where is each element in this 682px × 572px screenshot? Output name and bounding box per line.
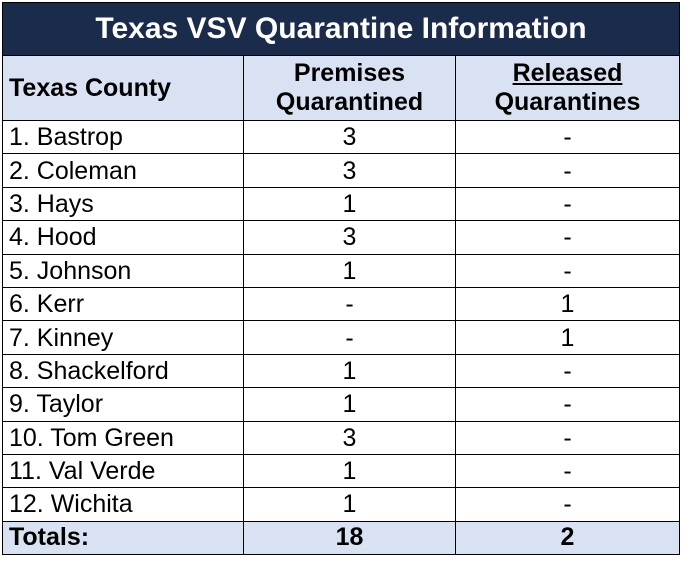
value-cell: 3 [243, 220, 456, 255]
county-cell: 3. Hays [2, 186, 244, 222]
value-cell: 1 [243, 253, 456, 288]
header-cell: Texas County [2, 55, 244, 121]
value-cell: - [455, 387, 680, 422]
county-cell: 5. Johnson [2, 253, 244, 288]
header-text: Released [512, 59, 623, 87]
value-cell: 1 [455, 320, 680, 355]
value-cell: 1 [243, 353, 456, 389]
value-cell: 1 [243, 186, 456, 222]
county-cell: 6. Kerr [2, 286, 244, 322]
total-cell: 18 [243, 520, 456, 555]
value-cell: - [455, 487, 680, 522]
county-cell: 8. Shackelford [2, 353, 244, 389]
county-cell: 11. Val Verde [2, 453, 244, 489]
table-row: 6. Kerr -1 [2, 286, 680, 322]
table-row: 5. Johnson 1- [2, 253, 680, 288]
header-cell: Premises Quarantined [243, 55, 456, 121]
totals-label: Totals: [2, 520, 244, 555]
header-text: Texas County [9, 73, 172, 102]
value-cell: - [455, 353, 680, 389]
value-cell: 1 [455, 286, 680, 322]
county-cell: 12. Wichita [2, 487, 244, 522]
county-cell: 2. Coleman [2, 153, 244, 188]
county-cell: 10. Tom Green [2, 420, 244, 455]
table-row: 11. Val Verde 1- [2, 453, 680, 489]
value-cell: - [243, 320, 456, 355]
value-cell: - [455, 220, 680, 255]
value-cell: - [455, 253, 680, 288]
value-cell: - [455, 153, 680, 188]
value-cell: - [455, 453, 680, 489]
value-cell: 3 [243, 153, 456, 188]
county-cell: 1. Bastrop [2, 119, 244, 155]
value-cell: - [455, 186, 680, 222]
header-cell: Released Quarantines [455, 55, 680, 121]
value-cell: 3 [243, 420, 456, 455]
table-row: 10. Tom Green 3- [2, 420, 680, 455]
table-row: 2. Coleman 3- [2, 153, 680, 188]
county-cell: 4. Hood [2, 220, 244, 255]
value-cell: 1 [243, 453, 456, 489]
value-cell: 1 [243, 387, 456, 422]
value-cell: - [455, 420, 680, 455]
table-row: 12. Wichita 1- [2, 487, 680, 522]
table-row: 1. Bastrop 3- [2, 119, 680, 155]
header-text: Quarantined [275, 88, 424, 116]
value-cell: - [455, 119, 680, 155]
value-cell: 1 [243, 487, 456, 522]
header-text: Quarantines [494, 88, 641, 116]
table-row: 9. Taylor 1- [2, 387, 680, 422]
value-cell: 3 [243, 119, 456, 155]
total-cell: 2 [455, 520, 680, 555]
quarantine-table: Texas VSV Quarantine Information Texas C… [2, 2, 680, 555]
table-row: 8. Shackelford 1- [2, 353, 680, 389]
header-text: Premises [293, 59, 406, 87]
value-cell: - [243, 286, 456, 322]
county-cell: 7. Kinney [2, 320, 244, 355]
table-title: Texas VSV Quarantine Information [2, 2, 680, 56]
table-row: 7. Kinney -1 [2, 320, 680, 355]
table-row: 3. Hays 1- [2, 186, 680, 222]
county-cell: 9. Taylor [2, 387, 244, 422]
table-row: 4. Hood 3- [2, 220, 680, 255]
totals-row: Totals: 18 2 [2, 520, 680, 555]
